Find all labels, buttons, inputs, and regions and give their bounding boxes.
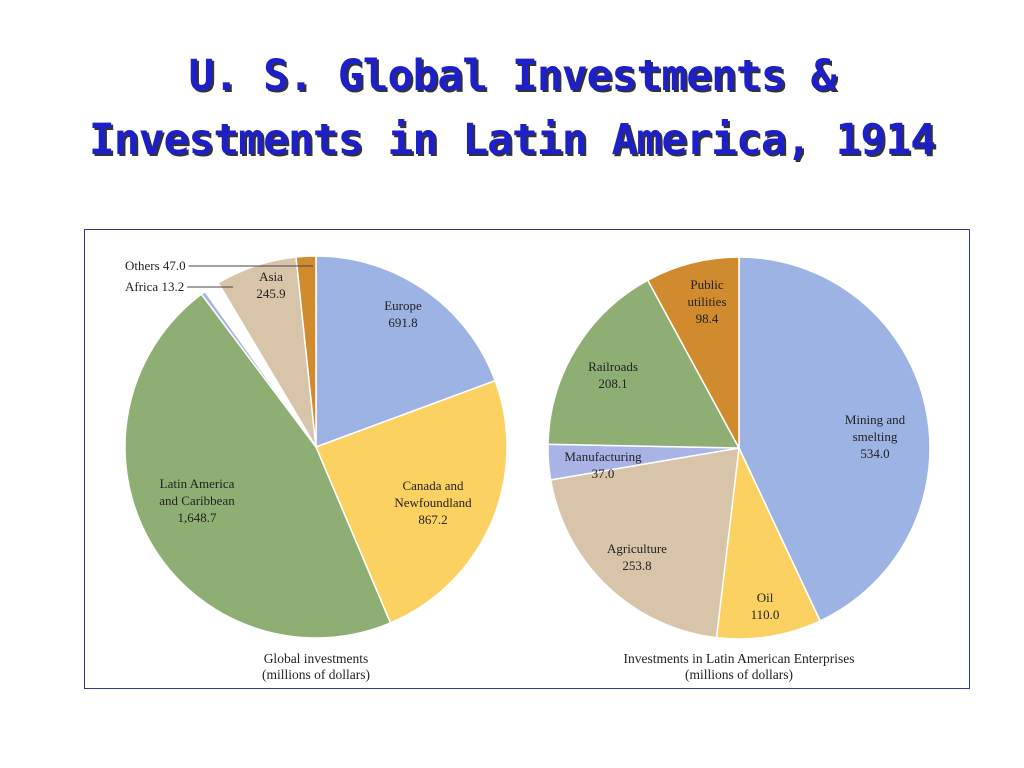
pie-1-label-5: Asia 245.9 [256,269,285,301]
title-line-1: U. S. Global Investments & [188,51,836,101]
pie-2-slice-5 [646,256,740,449]
pie-2-label-1: Oil 110.0 [751,590,780,622]
pie-chart-1 [124,255,508,639]
pie-1-label-0: Europe 691.8 [384,298,422,330]
pie-chart-2 [547,256,931,640]
page-title: U. S. Global Investments & Investments i… [0,44,1024,172]
pie-2-slice-0 [738,256,931,622]
pie-2-caption: Investments in Latin American Enterprise… [624,651,855,682]
pie-1-callout-3: Africa 13.2 [125,279,184,294]
pie-2-label-3: Manufacturing 37.0 [564,449,642,481]
pie-1-callout-4: Others 47.0 [125,258,186,273]
pie-2-slice-2 [549,447,740,639]
pie-1-caption: Global investments (millions of dollars) [262,651,370,682]
pie-2-label-0: Mining and smelting 534.0 [845,412,906,461]
figure-frame: Europe 691.8 Canada and Newfoundland 867.2 La… [84,229,970,689]
pie-charts: Europe 691.8 Canada and Newfoundland 867.2 La… [124,255,931,682]
pie-2-slice-1 [715,445,822,640]
pie-2-slice-4 [547,279,741,449]
pie-1-slice-2 [124,293,392,639]
pie-1-label-2: Latin America and Caribbean 1,648.7 [159,476,235,525]
pie-1-slice-6 [295,255,317,448]
pie-2-label-2: Agriculture 253.8 [607,541,667,573]
title-line-2: Investments in Latin America, 1914 [88,115,936,165]
pie-2-label-5: Public utilities 98.4 [688,277,727,326]
pie-1-slice-0 [315,255,497,449]
pie-1-label-1: Canada and Newfoundland 867.2 [394,478,472,527]
pie-2-label-4: Railroads 208.1 [588,359,638,391]
pie-1-slice-1 [315,379,508,624]
